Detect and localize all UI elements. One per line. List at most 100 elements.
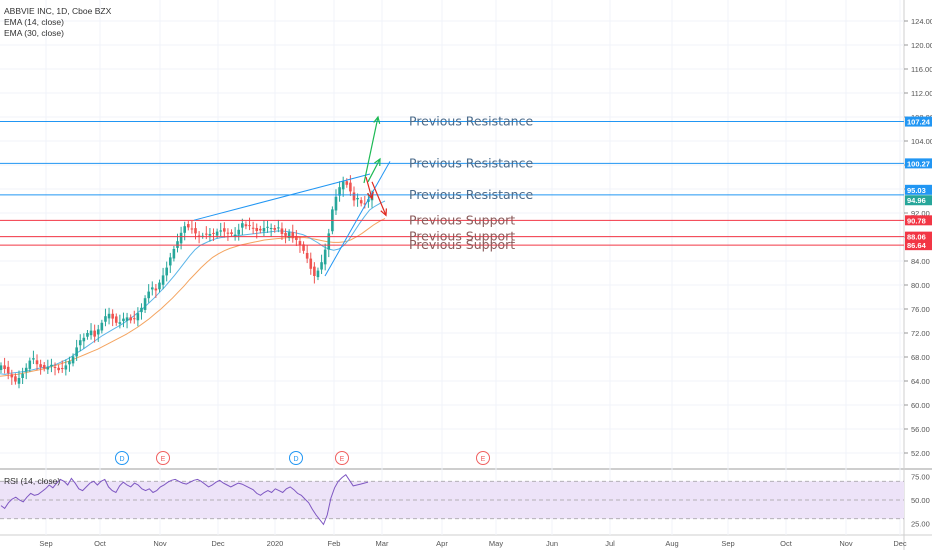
y-tick-label: 76.00	[911, 305, 930, 314]
candle	[143, 295, 147, 313]
candle	[6, 360, 10, 380]
candle-body	[230, 232, 233, 234]
price-badge-bg	[905, 231, 932, 242]
event-marker: E	[335, 451, 349, 465]
candle	[179, 226, 183, 250]
candle	[352, 186, 356, 207]
candle-body	[255, 228, 259, 231]
candle	[367, 193, 370, 208]
rsi-tick-label: 25.00	[911, 519, 930, 528]
candle-body	[305, 252, 309, 259]
candle-body	[64, 365, 68, 370]
arrow-down-short-shaft	[365, 176, 373, 199]
y-tick-label: 68.00	[911, 353, 930, 362]
candle-body	[75, 347, 78, 357]
candle-body	[140, 307, 143, 313]
price-badge-bg	[905, 116, 932, 127]
candle	[68, 356, 71, 372]
price-badge-label: 88.06	[907, 233, 926, 242]
ema14-line	[0, 200, 386, 375]
ema30-line	[0, 217, 386, 377]
candle-body	[298, 241, 302, 246]
candle-body	[266, 226, 269, 228]
x-tick-label: Nov	[839, 539, 853, 548]
arrow-down-long	[371, 181, 387, 217]
event-marker: D	[289, 451, 303, 465]
price-badge-bg	[905, 184, 932, 195]
y-tick-label: 64.00	[911, 377, 930, 386]
candle-body	[161, 275, 165, 285]
candle	[93, 324, 96, 343]
candle-body	[104, 316, 107, 322]
rsi-line	[0, 473, 369, 526]
candle	[150, 281, 154, 296]
price-badge: 86.64	[905, 240, 932, 251]
candle	[165, 261, 168, 282]
candle	[89, 323, 93, 340]
candle	[305, 245, 309, 264]
price-axis[interactable]: 124.00120.00116.00112.00108.00104.00100.…	[904, 17, 932, 528]
ema14-series	[0, 200, 386, 375]
event-marker: D	[115, 451, 129, 465]
candle-body	[237, 229, 241, 235]
candle-body	[345, 181, 349, 185]
y-tick-label: 104.00	[911, 137, 932, 146]
rsi-band	[0, 480, 904, 520]
candle	[14, 373, 17, 385]
candle-body	[6, 366, 10, 374]
candle	[251, 221, 255, 234]
event-letter: D	[119, 456, 124, 463]
y-tick-label: 120.00	[911, 41, 932, 50]
horizontal-levels[interactable]: Previous Resistance Previous Resistance Pr…	[0, 114, 904, 253]
time-axis[interactable]: Sep Oct Nov Dec 2020 Feb Mar Apr May Jun Jul Aug Sep…	[39, 539, 907, 548]
price-badge: 107.24	[905, 116, 932, 127]
candle	[262, 220, 266, 236]
candle	[71, 353, 75, 367]
candle-body	[118, 322, 122, 324]
candle-body	[10, 374, 14, 378]
support-level-label: Previous Support	[409, 237, 515, 252]
candle	[78, 334, 82, 352]
candle	[3, 357, 6, 374]
candle-body	[194, 228, 197, 234]
candle-body	[251, 227, 255, 229]
candle	[24, 363, 28, 380]
candle	[349, 175, 352, 196]
candle	[125, 312, 129, 329]
candle-body	[60, 368, 64, 370]
price-badge-label: 100.27	[907, 159, 930, 168]
ema14-legend: EMA (14, close)	[4, 17, 64, 27]
candle	[208, 228, 212, 242]
candle-body	[114, 316, 118, 323]
trend-drawings[interactable]	[193, 115, 391, 277]
event-letter: E	[340, 456, 345, 463]
arrow-down-short-head	[366, 191, 374, 200]
candle	[291, 224, 295, 243]
candle-body	[327, 233, 331, 250]
candle	[320, 254, 323, 275]
candle-body	[223, 228, 226, 232]
x-tick-label: Oct	[94, 539, 107, 548]
price-badge: 95.03	[905, 184, 932, 195]
candle	[60, 360, 64, 373]
y-tick-label: 56.00	[911, 425, 930, 434]
candle-body	[262, 228, 266, 232]
candle-body	[46, 367, 50, 370]
arrow-down-short	[365, 176, 374, 200]
candle-body	[125, 317, 129, 321]
candle-body	[233, 234, 237, 237]
candle-body	[277, 227, 280, 229]
candle-body	[334, 196, 338, 211]
price-badge: 88.06	[905, 231, 932, 242]
candle-body	[259, 228, 262, 231]
candle	[190, 220, 194, 234]
candle	[96, 324, 100, 342]
candle	[140, 303, 143, 320]
candle-body	[111, 313, 114, 319]
resistance-level-label: Previous Resistance	[409, 155, 533, 170]
candle-body	[215, 231, 219, 236]
candle	[118, 314, 122, 329]
candle-body	[363, 203, 367, 205]
